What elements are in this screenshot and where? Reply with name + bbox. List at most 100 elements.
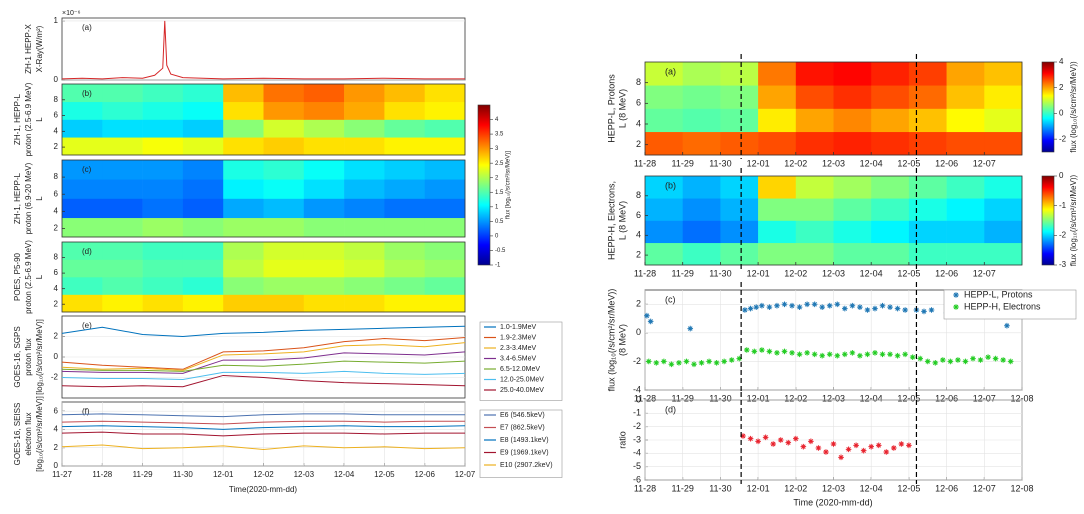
data-point [1000, 357, 1006, 363]
x-tick-label: 12-07 [973, 393, 996, 403]
legend-label: E10 (2907.2keV) [500, 462, 553, 469]
y-axis-label: ZH-1, HEPP-L [13, 172, 22, 224]
x-tick-label: 11-27 [52, 470, 72, 479]
heatmap-cell [720, 131, 759, 156]
y-axis-label: X-Ray(W/m²) [35, 25, 44, 72]
data-point [826, 302, 833, 309]
panel-label: (c) [82, 165, 92, 174]
y-tick-label: -1 [633, 408, 641, 418]
heatmap-cell [424, 217, 466, 238]
heatmap-cell [984, 62, 1023, 86]
data-point [766, 348, 773, 355]
data-point [713, 360, 720, 366]
heatmap-cell [223, 160, 264, 180]
heatmap-cell [758, 242, 797, 266]
data-point [887, 351, 893, 358]
data-point [770, 441, 776, 447]
heatmap-cell [645, 85, 683, 109]
heatmap-cell [384, 277, 425, 295]
data-point [687, 325, 694, 332]
heatmap-cell [758, 85, 797, 109]
y-tick-label: 2 [54, 142, 59, 151]
heatmap-cell [62, 259, 103, 278]
heatmap-cell [182, 294, 224, 313]
heatmap-cell [720, 108, 759, 133]
heatmap-cell [142, 84, 184, 103]
heatmap-cell [62, 119, 103, 138]
heatmap-cell [303, 294, 345, 313]
y-tick-label: 6 [54, 189, 59, 198]
data-line [61, 431, 465, 437]
panel-label: (a) [665, 66, 676, 76]
colorbar-tick-label: -1 [495, 263, 501, 269]
heatmap-cell [795, 62, 834, 86]
heatmap-cell [62, 294, 103, 313]
legend-label: 25.0-40.0MeV [500, 387, 544, 394]
colorbar-tick-label: -1 [1059, 201, 1067, 210]
heatmap-cell [223, 198, 264, 219]
colorbar-tick-label: 1.5 [495, 190, 504, 196]
data-point [879, 302, 886, 309]
data-point [842, 351, 848, 358]
y-tick-label: -2 [633, 421, 641, 431]
heatmap-cell [344, 277, 385, 295]
panel-label: (b) [665, 180, 676, 190]
panel-label: (d) [82, 247, 92, 256]
legend-label: 3.4-6.5MeV [500, 355, 537, 362]
y-tick-label: 6 [636, 98, 641, 108]
legend-swatch [953, 304, 959, 310]
data-point [902, 307, 908, 313]
heatmap-cell [833, 108, 872, 133]
heatmap-cell [223, 277, 264, 295]
colorbar-tick-label: -2 [1059, 230, 1067, 239]
heatmap-cell [223, 259, 264, 278]
x-tick-label: 12-07 [973, 268, 996, 278]
y-tick-label: 6 [54, 268, 59, 277]
data-point [747, 305, 754, 312]
data-point [947, 358, 954, 365]
heatmap-cell [62, 217, 103, 238]
colorbar-tick-label: 3 [495, 146, 499, 152]
heatmap-cell [833, 242, 872, 266]
y-axis-label: GOES-16, SGPS [13, 326, 22, 387]
heatmap-cell [182, 259, 224, 278]
heatmap-cell [720, 62, 759, 86]
heatmap-cell [263, 137, 305, 156]
heatmap-cell [384, 217, 425, 238]
heatmap-cell [142, 160, 184, 180]
data-point [834, 352, 841, 359]
heatmap-cell [424, 198, 466, 219]
x-tick-label: 12-06 [935, 268, 958, 278]
data-point [906, 442, 912, 449]
heatmap-cell [908, 220, 947, 244]
heatmap-cell [263, 259, 305, 278]
heatmap-cell [384, 137, 425, 156]
heatmap-cell [62, 198, 103, 219]
data-line [61, 420, 465, 425]
data-line [61, 20, 465, 80]
legend-label: E9 (1969.1keV) [500, 449, 549, 456]
x-tick-label: 11-28 [92, 470, 112, 479]
data-point [743, 347, 750, 353]
data-point [804, 350, 810, 356]
heatmap-cell [424, 137, 466, 156]
heatmap-cell [142, 137, 184, 156]
y-axis-label: L [35, 196, 44, 201]
heatmap-cell [223, 84, 264, 103]
heatmap-cell [946, 85, 985, 109]
heatmap-cell [682, 85, 721, 109]
colorbar [1041, 175, 1055, 266]
x-tick-label: 12-01 [747, 158, 770, 168]
colorbar-label: flux [log₁₀(/s/cm²/sr/MeV)] [506, 151, 512, 219]
heatmap-cell [384, 101, 425, 120]
heatmap-cell [102, 242, 143, 260]
heatmap-cell [424, 160, 466, 180]
heatmap-cell [182, 119, 224, 138]
data-point [793, 435, 799, 442]
data-point [789, 350, 795, 356]
x-tick-label: 12-02 [784, 158, 807, 168]
data-point [977, 357, 984, 363]
x-tick-label: 12-01 [747, 393, 770, 403]
data-point [661, 358, 667, 365]
x-tick-label: 11-28 [634, 483, 656, 493]
